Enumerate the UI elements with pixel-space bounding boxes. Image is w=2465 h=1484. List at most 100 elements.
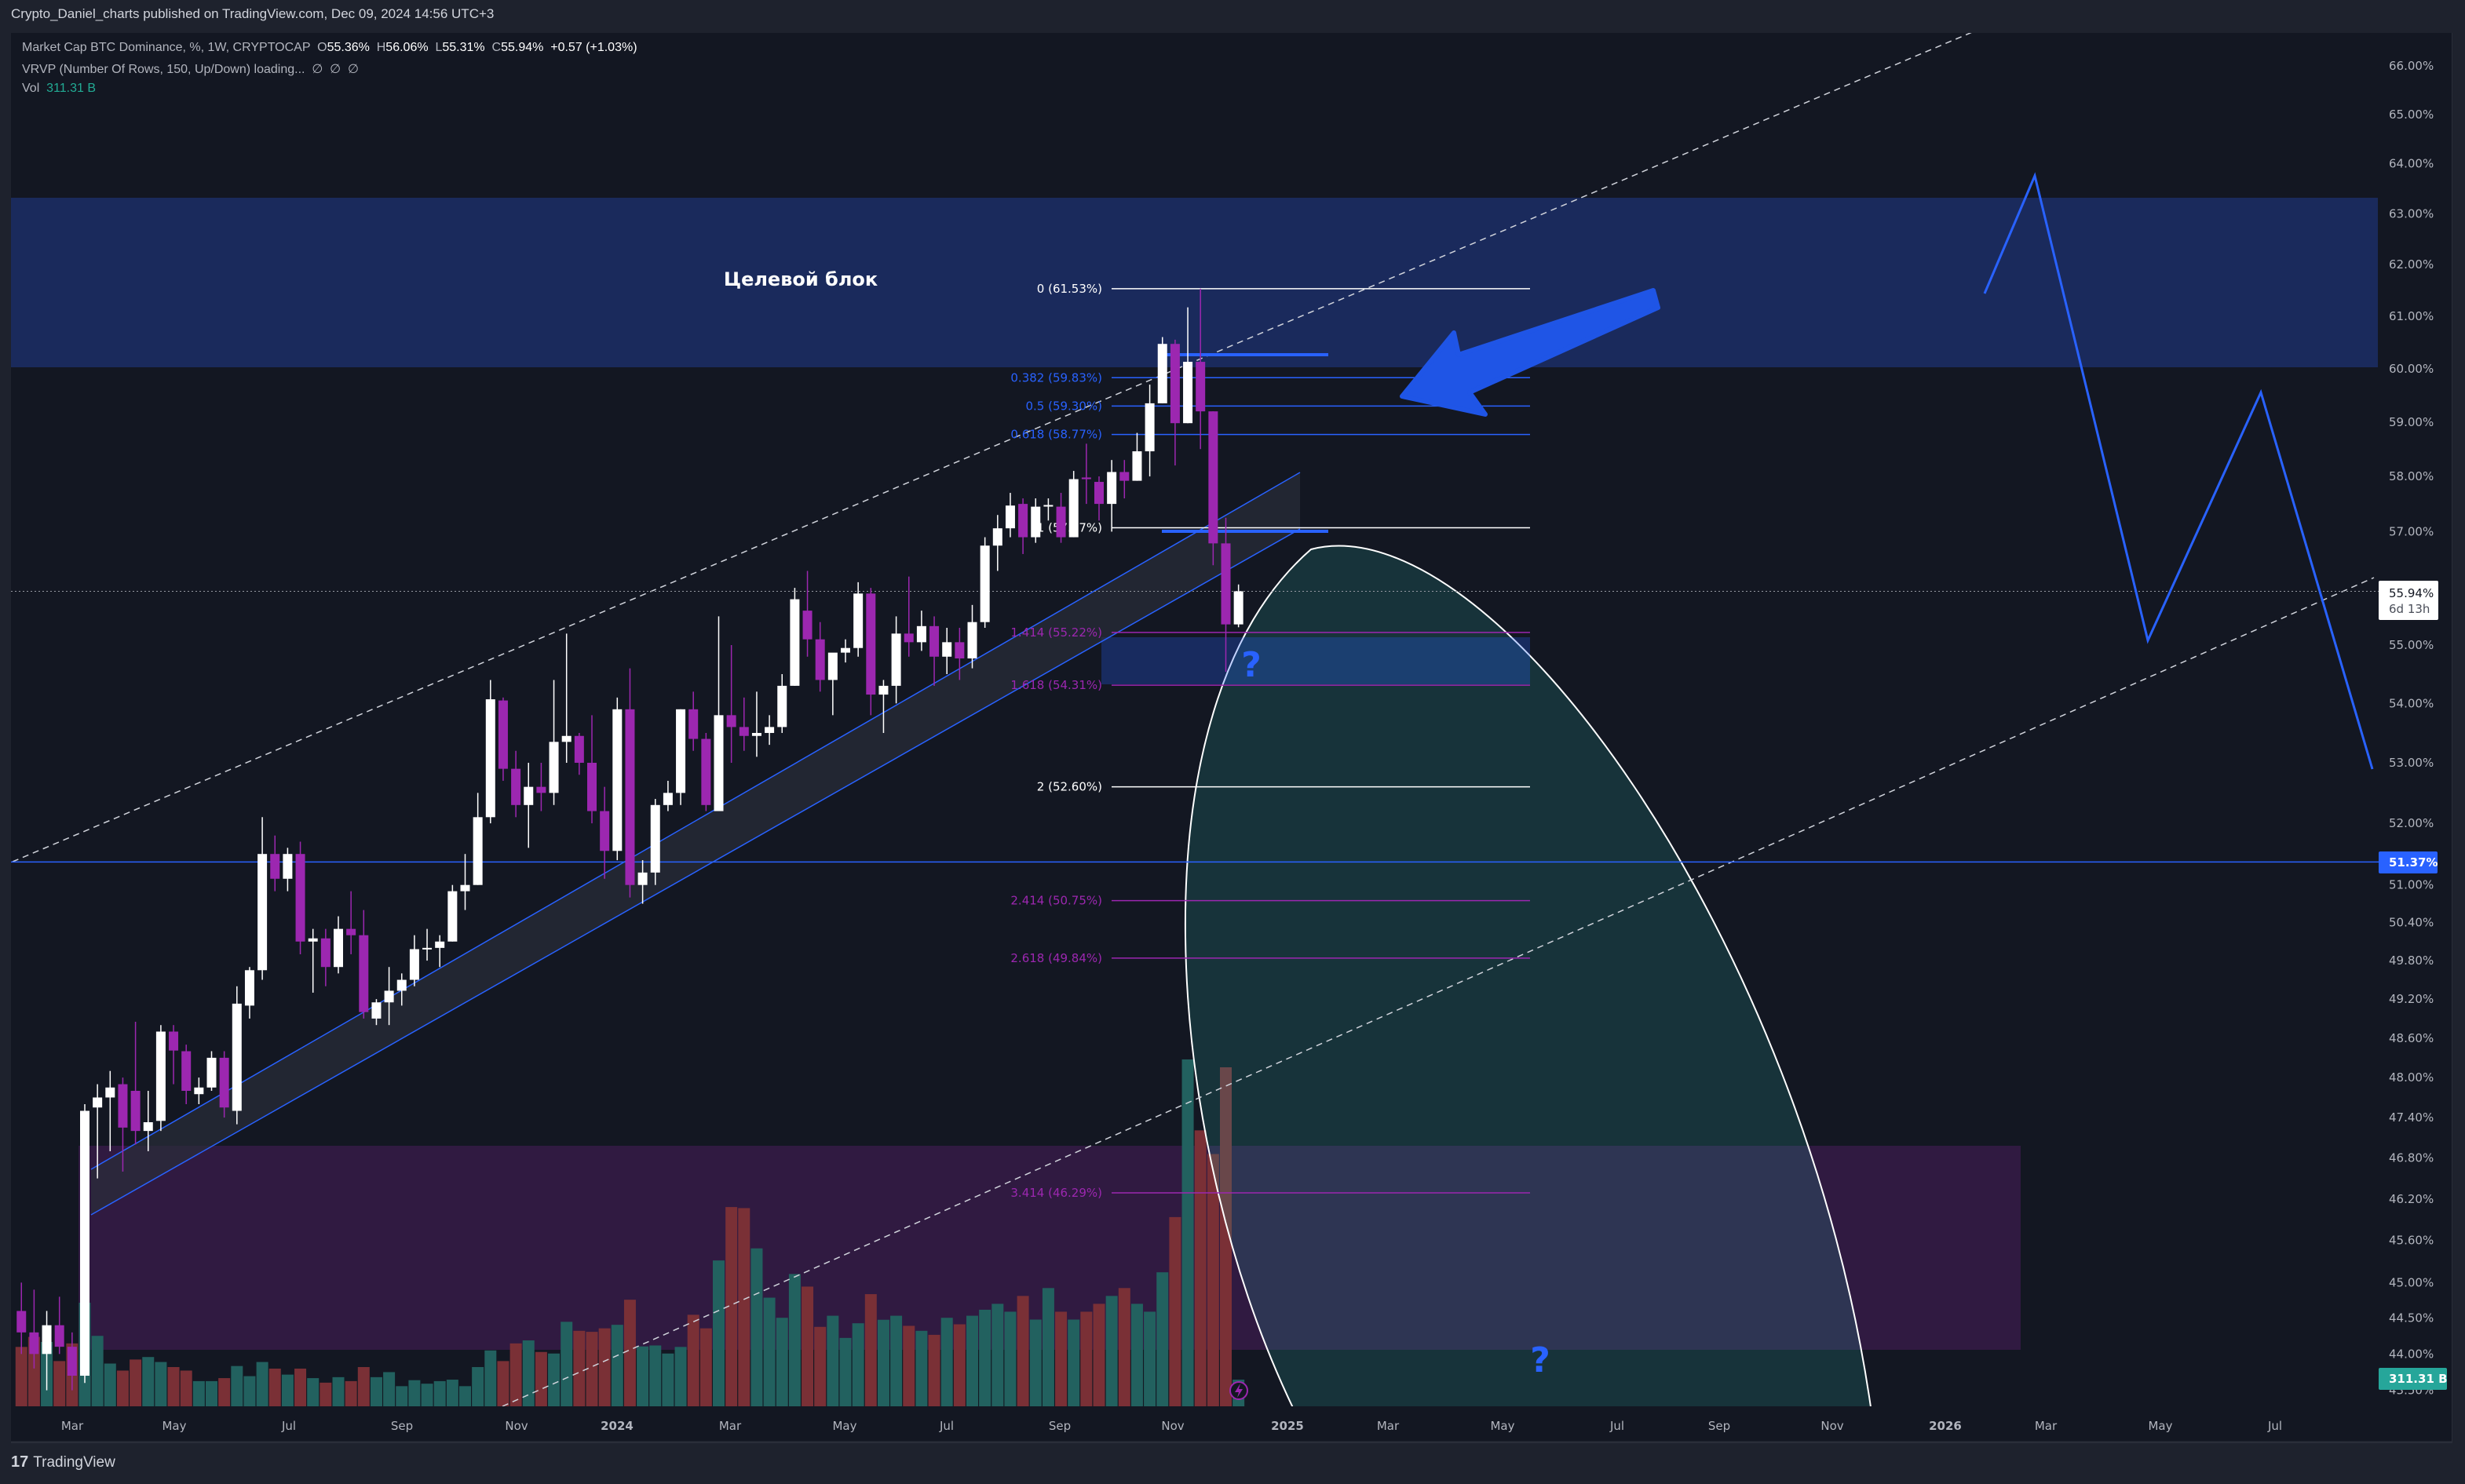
candle[interactable] bbox=[1157, 337, 1167, 403]
candle[interactable] bbox=[676, 709, 686, 805]
tradingview-logo-icon[interactable]: 17 bbox=[11, 1453, 29, 1471]
candle[interactable] bbox=[878, 680, 889, 733]
rising-channel-band[interactable] bbox=[91, 472, 1300, 1215]
candle[interactable] bbox=[244, 967, 254, 1019]
candle[interactable] bbox=[549, 680, 559, 805]
volume-legend[interactable]: Vol 311.31 B bbox=[22, 82, 96, 96]
candle[interactable] bbox=[1018, 498, 1028, 554]
candle[interactable] bbox=[1183, 307, 1193, 424]
candle[interactable] bbox=[777, 674, 787, 733]
candle[interactable] bbox=[637, 860, 648, 904]
candle[interactable] bbox=[320, 928, 330, 986]
candle[interactable] bbox=[815, 622, 825, 692]
candle[interactable] bbox=[625, 668, 635, 898]
trend-dashed-lower[interactable] bbox=[502, 577, 2375, 1406]
candle[interactable] bbox=[688, 691, 699, 751]
candle[interactable] bbox=[853, 582, 864, 657]
candle[interactable] bbox=[561, 633, 572, 763]
candle[interactable] bbox=[359, 910, 369, 1019]
candle[interactable] bbox=[396, 973, 407, 1006]
candle[interactable] bbox=[181, 1045, 192, 1104]
candle[interactable] bbox=[650, 799, 660, 885]
candle[interactable] bbox=[751, 691, 761, 757]
candle[interactable] bbox=[206, 1051, 217, 1092]
candle[interactable] bbox=[866, 588, 876, 716]
candle[interactable] bbox=[841, 639, 850, 663]
question-mark-1[interactable]: ? bbox=[1241, 645, 1262, 685]
candle[interactable] bbox=[447, 884, 458, 942]
candle[interactable] bbox=[29, 1289, 39, 1369]
support-box[interactable] bbox=[1101, 637, 1530, 684]
fib-extension[interactable]: 0 (61.53%) 0.382 (59.83%) 0.5 (59.30%) 0.61… bbox=[1010, 282, 1530, 1200]
price-axis[interactable]: 66.00% 65.00% 64.00% 63.00% 62.00% 61.00% 60.0… bbox=[2389, 59, 2434, 1398]
candle[interactable] bbox=[587, 715, 597, 824]
candle[interactable] bbox=[1005, 493, 1015, 538]
candle[interactable] bbox=[1068, 471, 1079, 538]
candle[interactable] bbox=[219, 1051, 229, 1118]
channel-upper-line[interactable] bbox=[90, 472, 1301, 1170]
candle[interactable] bbox=[1056, 493, 1066, 543]
arrow-drawing[interactable] bbox=[1400, 288, 1660, 417]
candle[interactable] bbox=[130, 1022, 141, 1145]
candle[interactable] bbox=[194, 1077, 204, 1104]
ellipse-drawing[interactable] bbox=[1185, 545, 1872, 1413]
candle[interactable] bbox=[169, 1025, 179, 1085]
candle[interactable] bbox=[904, 576, 914, 657]
candle[interactable] bbox=[536, 762, 546, 811]
target-block-label[interactable]: Целевой блок bbox=[724, 268, 878, 290]
candle[interactable] bbox=[485, 680, 495, 824]
candle[interactable] bbox=[1145, 385, 1155, 477]
candle[interactable] bbox=[967, 604, 977, 669]
candle[interactable] bbox=[42, 1311, 52, 1391]
symbol-name[interactable]: Market Cap BTC Dominance, %, 1W, CRYPTOC… bbox=[22, 41, 311, 54]
candle[interactable] bbox=[1233, 584, 1243, 628]
candle[interactable] bbox=[891, 616, 901, 704]
candle[interactable] bbox=[1094, 476, 1104, 521]
candle[interactable] bbox=[118, 1077, 128, 1172]
vrvp-legend[interactable]: VRVP (Number Of Rows, 150, Up/Down) load… bbox=[22, 61, 359, 77]
candle[interactable] bbox=[67, 1332, 77, 1391]
candle[interactable] bbox=[1081, 443, 1091, 505]
candle[interactable] bbox=[612, 697, 623, 861]
candle[interactable] bbox=[54, 1296, 64, 1355]
candle[interactable] bbox=[992, 515, 1002, 571]
chart-pane[interactable]: 0 (61.53%) 0.382 (59.83%) 0.5 (59.30%) 0.61… bbox=[11, 33, 2452, 1444]
candle[interactable] bbox=[827, 652, 838, 716]
forecast-zigzag[interactable] bbox=[1983, 172, 2374, 770]
candle[interactable] bbox=[93, 1084, 103, 1179]
candle[interactable] bbox=[802, 571, 813, 657]
candle[interactable] bbox=[473, 793, 483, 885]
trend-dashed-upper[interactable] bbox=[12, 33, 1981, 862]
lightning-icon[interactable] bbox=[1229, 1381, 1248, 1400]
vol-label[interactable]: Vol bbox=[22, 82, 40, 95]
candle[interactable] bbox=[435, 935, 445, 968]
candle[interactable] bbox=[498, 697, 508, 781]
candle[interactable] bbox=[574, 732, 584, 775]
candle[interactable] bbox=[701, 732, 711, 811]
candle[interactable] bbox=[270, 835, 280, 891]
candle[interactable] bbox=[143, 1091, 153, 1151]
candle[interactable] bbox=[232, 986, 242, 1125]
candle[interactable] bbox=[409, 935, 419, 986]
question-mark-2[interactable]: ? bbox=[1530, 1340, 1550, 1380]
candle[interactable] bbox=[1208, 411, 1218, 566]
plot-area[interactable]: 0 (61.53%) 0.382 (59.83%) 0.5 (59.30%) 0.61… bbox=[11, 33, 2379, 1413]
candle[interactable] bbox=[511, 750, 521, 818]
candle[interactable] bbox=[524, 762, 534, 848]
candle[interactable] bbox=[460, 854, 470, 910]
chart-canvas[interactable]: 0 (61.53%) 0.382 (59.83%) 0.5 (59.30%) 0.61… bbox=[11, 33, 2452, 1444]
candle[interactable] bbox=[955, 628, 965, 680]
target-block-zone[interactable] bbox=[11, 198, 2378, 367]
candle[interactable] bbox=[726, 645, 736, 763]
candle[interactable] bbox=[1132, 432, 1142, 481]
channel-lower-line[interactable] bbox=[90, 528, 1301, 1216]
candle[interactable] bbox=[334, 916, 343, 974]
candle[interactable] bbox=[916, 611, 926, 651]
candle[interactable] bbox=[308, 928, 318, 993]
candle[interactable] bbox=[1043, 498, 1054, 521]
candle[interactable] bbox=[155, 1025, 166, 1132]
candle[interactable] bbox=[765, 715, 775, 746]
candle[interactable] bbox=[295, 841, 305, 954]
time-axis[interactable]: Mar May Jul Sep Nov 2024 Mar May Jul Sep Nov 2025 Ma… bbox=[61, 1419, 2282, 1433]
candle[interactable] bbox=[663, 780, 673, 811]
